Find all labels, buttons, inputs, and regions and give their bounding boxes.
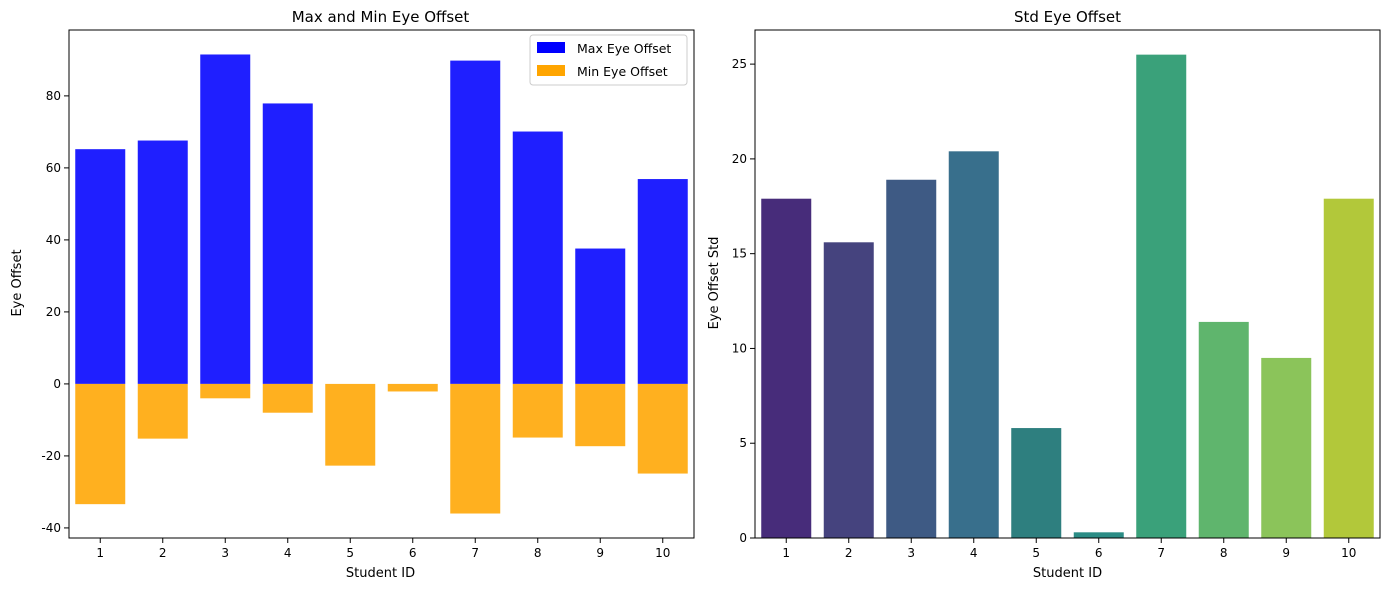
x-tick-label: 1 <box>96 546 104 560</box>
y-tick-label: 40 <box>46 233 61 247</box>
bar-min-eye-offset <box>575 383 626 447</box>
bar-std-eye-offset <box>1323 198 1374 539</box>
bar-max-eye-offset <box>137 140 188 384</box>
x-tick-label: 4 <box>970 546 978 560</box>
bar-min-eye-offset <box>637 383 688 474</box>
y-tick-label: -20 <box>41 449 61 463</box>
bar-std-eye-offset <box>886 179 937 538</box>
y-axis-label: Eye Offset <box>10 249 25 316</box>
bar-std-eye-offset <box>1073 532 1124 538</box>
bar-std-eye-offset <box>823 242 874 538</box>
y-tick-label: 15 <box>732 247 747 261</box>
x-tick-label: 6 <box>1095 546 1103 560</box>
chart-std-eye-offset: Std Eye Offset Student ID Eye Offset Std… <box>707 8 1381 581</box>
bar-max-eye-offset <box>262 103 313 384</box>
bar-std-eye-offset <box>948 151 999 539</box>
bar-min-eye-offset <box>75 383 126 505</box>
x-tick-label: 1 <box>782 546 790 560</box>
y-tick-label: 20 <box>732 152 747 166</box>
bar-max-eye-offset <box>200 54 251 384</box>
plot-frame <box>754 29 1381 539</box>
x-axis-label: Student ID <box>1033 566 1102 581</box>
x-tick-label: 10 <box>655 546 670 560</box>
legend-label-max: Max Eye Offset <box>577 41 671 56</box>
bar-std-eye-offset <box>761 198 812 539</box>
legend-label-min: Min Eye Offset <box>577 64 668 79</box>
bar-min-eye-offset <box>137 383 188 439</box>
y-axis-label: Eye Offset Std <box>707 237 722 330</box>
bars <box>75 54 688 514</box>
x-tick-label: 5 <box>346 546 354 560</box>
bar-min-eye-offset <box>200 383 251 399</box>
y-axis: -40 -20 0 20 40 60 80 <box>41 89 69 535</box>
y-tick-label: 0 <box>53 377 61 391</box>
x-tick-label: 9 <box>596 546 604 560</box>
y-tick-label: 25 <box>732 57 747 71</box>
bar-min-eye-offset <box>325 383 376 466</box>
y-tick-label: 80 <box>46 89 61 103</box>
legend: Max Eye Offset Min Eye Offset <box>529 34 688 86</box>
bars <box>761 54 1374 539</box>
bar-min-eye-offset <box>450 383 501 514</box>
x-tick-label: 2 <box>845 546 853 560</box>
x-tick-label: 8 <box>534 546 542 560</box>
bar-max-eye-offset <box>575 248 626 384</box>
bar-min-eye-offset <box>262 383 313 413</box>
y-tick-label: -40 <box>41 521 61 535</box>
x-tick-label: 8 <box>1220 546 1228 560</box>
chart-max-min-eye-offset: Max and Min Eye Offset Student ID Eye Of… <box>10 8 695 581</box>
x-tick-label: 3 <box>221 546 229 560</box>
bar-std-eye-offset <box>1261 357 1312 538</box>
bar-max-eye-offset <box>637 179 688 384</box>
legend-swatch-max <box>537 42 565 53</box>
bar-min-eye-offset <box>387 383 438 392</box>
chart-title: Std Eye Offset <box>1014 8 1121 26</box>
bar-max-eye-offset <box>450 60 501 384</box>
bar-std-eye-offset <box>1136 54 1187 539</box>
y-tick-label: 20 <box>46 305 61 319</box>
x-axis: 1 2 3 4 5 6 7 8 9 10 <box>782 538 1356 560</box>
x-tick-label: 9 <box>1282 546 1290 560</box>
bar-max-eye-offset <box>512 131 563 384</box>
x-tick-label: 10 <box>1341 546 1356 560</box>
x-tick-label: 5 <box>1032 546 1040 560</box>
x-axis: 1 2 3 4 5 6 7 8 9 10 <box>96 538 670 560</box>
y-tick-label: 60 <box>46 161 61 175</box>
x-tick-label: 3 <box>907 546 915 560</box>
legend-box <box>529 34 688 86</box>
chart-title: Max and Min Eye Offset <box>292 8 470 26</box>
x-axis-label: Student ID <box>346 566 415 581</box>
y-tick-label: 5 <box>739 436 747 450</box>
x-tick-label: 7 <box>471 546 479 560</box>
plot-frame <box>68 29 695 539</box>
x-tick-label: 4 <box>284 546 292 560</box>
y-tick-label: 10 <box>732 341 747 355</box>
x-tick-label: 2 <box>159 546 167 560</box>
bar-std-eye-offset <box>1198 321 1249 538</box>
bar-std-eye-offset <box>1011 428 1062 538</box>
y-tick-label: 0 <box>739 531 747 545</box>
x-tick-label: 6 <box>409 546 417 560</box>
y-axis: 0 5 10 15 20 25 <box>732 57 755 545</box>
bar-min-eye-offset <box>512 383 563 438</box>
legend-swatch-min <box>537 65 565 76</box>
bar-max-eye-offset <box>75 149 126 384</box>
x-tick-label: 7 <box>1157 546 1165 560</box>
